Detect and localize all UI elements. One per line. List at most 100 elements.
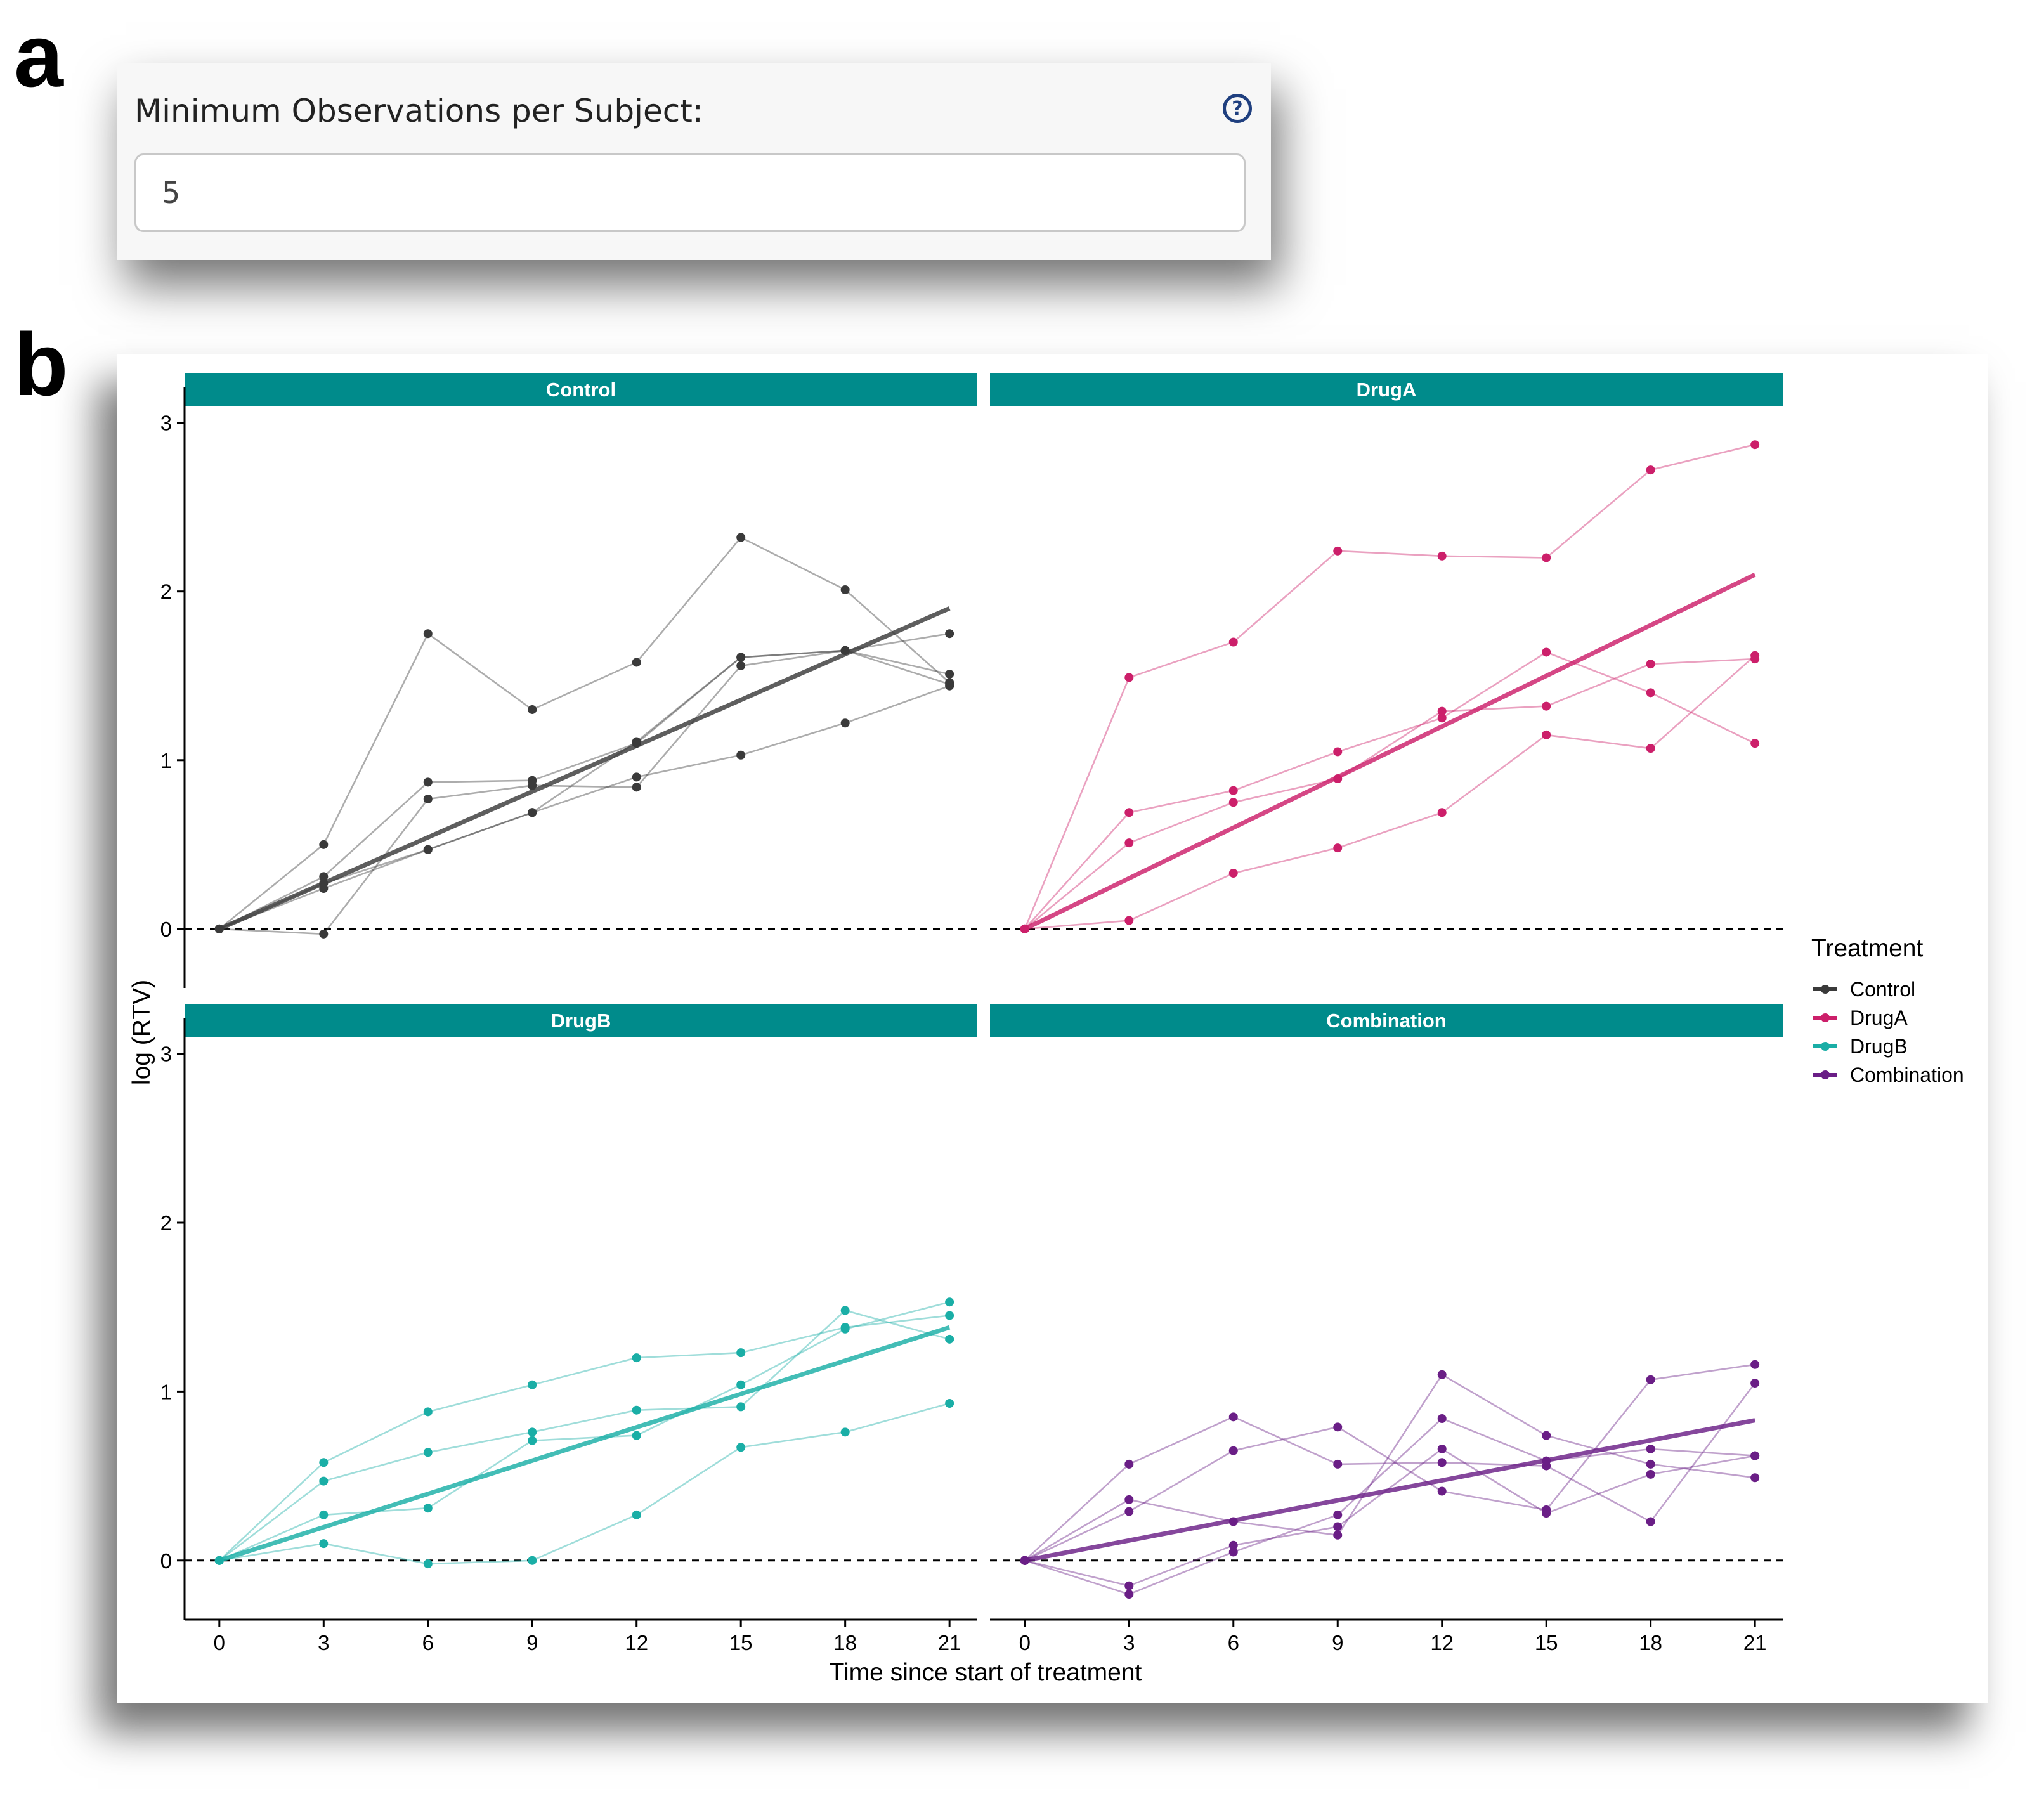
data-point-druga-3-12 (1437, 706, 1447, 716)
data-point-combination-3-18 (1646, 1459, 1655, 1469)
min-observations-input[interactable] (134, 153, 1246, 232)
data-point-drugb-4-9 (528, 1556, 537, 1565)
data-point-control-4-3 (319, 929, 329, 939)
data-point-drugb-3-9 (528, 1436, 537, 1445)
legend-label-combination: Combination (1850, 1063, 1964, 1086)
x-tick-label-combination-18: 18 (1639, 1631, 1662, 1654)
facet-title-control: Control (546, 379, 616, 401)
data-point-control-3-12 (632, 772, 641, 782)
legend-key-point-combination (1821, 1070, 1830, 1079)
data-point-drugb-1-9 (528, 1380, 537, 1389)
x-tick-label-drugb-6: 6 (422, 1631, 434, 1654)
data-point-drugb-2-18 (840, 1306, 850, 1315)
data-point-druga-1-15 (1542, 553, 1551, 562)
data-point-control-5-15 (736, 653, 746, 662)
data-point-druga-4-18 (1646, 744, 1655, 753)
data-point-druga-2-9 (1333, 747, 1343, 757)
data-point-control-4-6 (423, 794, 433, 803)
subject-line-control-1 (218, 536, 950, 930)
data-point-drugb-1-6 (423, 1407, 433, 1417)
data-point-combination-3-12 (1437, 1370, 1447, 1379)
data-point-combination-2-6 (1228, 1446, 1238, 1455)
data-point-combination-2-21 (1750, 1360, 1760, 1369)
data-point-control-4-12 (632, 783, 641, 792)
legend-label-control: Control (1850, 978, 1915, 1001)
data-point-combination-1-12 (1437, 1458, 1447, 1467)
x-tick-label-combination-15: 15 (1535, 1631, 1558, 1654)
x-tick-label-drugb-9: 9 (526, 1631, 538, 1654)
data-point-combination-4-9 (1333, 1522, 1343, 1531)
legend-key-point-druga (1821, 1013, 1830, 1022)
data-point-druga-4-9 (1333, 843, 1343, 853)
data-point-combination-3-3 (1124, 1495, 1134, 1504)
data-point-druga-1-18 (1646, 465, 1655, 475)
data-point-control-4-9 (528, 781, 537, 790)
data-point-drugb-4-18 (840, 1427, 850, 1437)
data-point-drugb-2-15 (736, 1402, 746, 1412)
fit-line-control (218, 606, 951, 932)
data-point-control-1-9 (528, 705, 537, 714)
data-point-druga-3-9 (1333, 774, 1343, 784)
data-point-combination-3-6 (1228, 1517, 1238, 1526)
data-point-control-1-15 (736, 533, 746, 542)
panel-label-a: a (14, 6, 63, 105)
data-point-combination-3-21 (1750, 1473, 1760, 1483)
data-point-drugb-3-21 (945, 1297, 954, 1307)
data-point-drugb-2-6 (423, 1448, 433, 1457)
data-point-druga-1-21 (1750, 440, 1760, 450)
data-point-combination-3-15 (1542, 1431, 1551, 1440)
data-point-druga-1-12 (1437, 551, 1447, 561)
data-point-druga-3-6 (1228, 798, 1238, 807)
data-point-drugb-3-15 (736, 1380, 746, 1389)
facet-strip-control (185, 373, 977, 406)
data-point-drugb-4-15 (736, 1443, 746, 1452)
question-circle-icon[interactable]: ? (1223, 94, 1252, 123)
data-point-combination-5-15 (1542, 1456, 1551, 1466)
x-tick-label-combination-3: 3 (1123, 1631, 1135, 1654)
data-point-control-4-15 (736, 661, 746, 670)
data-point-combination-3-9 (1333, 1530, 1343, 1540)
data-point-combination-5-6 (1228, 1547, 1238, 1557)
data-point-combination-2-3 (1124, 1507, 1134, 1516)
subject-line-drugb-4 (219, 1402, 950, 1565)
data-point-drugb-4-3 (319, 1539, 329, 1549)
data-point-control-1-18 (840, 585, 850, 595)
data-point-drugb-4-21 (945, 1399, 954, 1408)
y-tick-label-drugb-2: 2 (160, 1211, 172, 1235)
y-tick-label-control-0: 0 (160, 918, 172, 941)
data-point-druga-4-6 (1228, 869, 1238, 878)
data-point-druga-2-3 (1124, 808, 1134, 817)
data-point-drugb-2-12 (632, 1405, 641, 1415)
data-point-druga-2-18 (1646, 688, 1655, 698)
data-point-combination-4-15 (1542, 1509, 1551, 1518)
data-point-combination-5-9 (1333, 1510, 1343, 1519)
subject-line-combination-4 (1024, 1448, 1755, 1587)
data-point-combination-5-12 (1437, 1414, 1447, 1424)
facet-strip-druga (990, 373, 1783, 406)
data-point-druga-2-6 (1228, 786, 1238, 795)
data-point-drugb-1-15 (736, 1348, 746, 1358)
data-point-combination-1-3 (1124, 1459, 1134, 1469)
subject-line-combination-1 (1024, 1382, 1756, 1561)
subject-line-combination-2 (1024, 1363, 1755, 1561)
subject-line-druga-1 (1024, 443, 1755, 930)
data-point-control-5-12 (632, 737, 641, 746)
data-point-control-5-6 (423, 845, 433, 854)
data-point-drugb-2-21 (945, 1334, 954, 1344)
facet-title-combination: Combination (1326, 1010, 1446, 1032)
x-tick-label-combination-9: 9 (1332, 1631, 1343, 1654)
data-point-drugb-3-3 (319, 1510, 329, 1519)
data-point-control-1-12 (632, 658, 641, 667)
data-point-druga-4-15 (1542, 730, 1551, 739)
y-tick-label-drugb-0: 0 (160, 1549, 172, 1573)
data-point-control-5-0 (214, 924, 224, 933)
data-point-control-5-9 (528, 808, 537, 817)
data-point-drugb-1-3 (319, 1458, 329, 1467)
subject-line-drugb-1 (218, 1315, 950, 1561)
data-point-drugb-2-3 (319, 1476, 329, 1486)
data-point-control-1-3 (319, 840, 329, 849)
x-tick-label-combination-12: 12 (1430, 1631, 1454, 1654)
data-point-combination-4-12 (1437, 1444, 1447, 1453)
data-point-druga-4-0 (1020, 924, 1029, 933)
